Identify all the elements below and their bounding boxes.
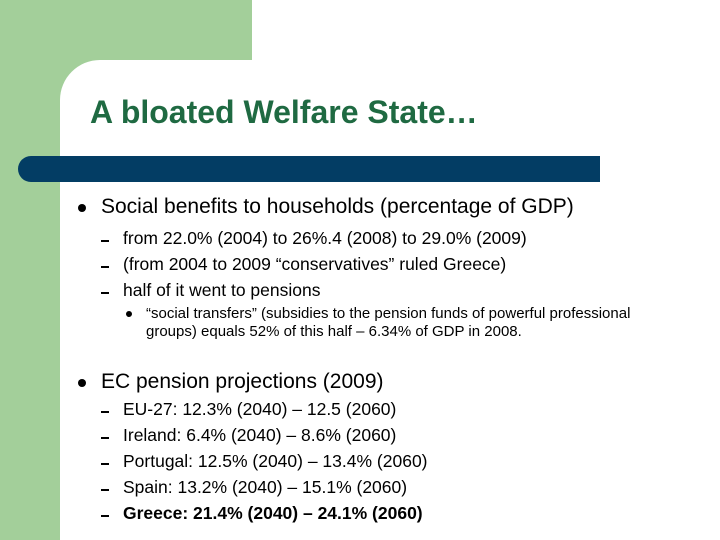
list-item: Ireland: 6.4% (2040) – 8.6% (2060)	[123, 425, 397, 445]
dash-icon	[101, 240, 109, 242]
list-item: half of it went to pensions	[123, 280, 321, 300]
list-item: Portugal: 12.5% (2040) – 13.4% (2060)	[123, 451, 428, 471]
list-item: from 22.0% (2004) to 26%.4 (2008) to 29.…	[123, 228, 527, 248]
content-panel	[60, 60, 720, 540]
bullet-icon	[78, 204, 86, 212]
dash-icon	[101, 437, 109, 439]
dash-icon	[101, 266, 109, 268]
section-heading-social-benefits: Social benefits to households (percentag…	[101, 195, 574, 218]
dash-icon	[101, 411, 109, 413]
list-item: EU-27: 12.3% (2040) – 12.5 (2060)	[123, 399, 397, 419]
dash-icon	[101, 463, 109, 465]
sub-list-item-social-transfers: “social transfers” (subsidies to the pen…	[146, 305, 631, 340]
list-item: Spain: 13.2% (2040) – 15.1% (2060)	[123, 477, 408, 497]
list-item-greece: Greece: 21.4% (2040) – 24.1% (2060)	[123, 503, 423, 523]
dash-icon	[101, 515, 109, 517]
dash-icon	[101, 292, 109, 294]
bullet-icon	[126, 311, 132, 317]
dash-icon	[101, 489, 109, 491]
section-heading-ec-projections: EC pension projections (2009)	[101, 370, 384, 393]
list-item: (from 2004 to 2009 “conservatives” ruled…	[123, 254, 507, 274]
slide-title: A bloated Welfare State…	[90, 94, 478, 130]
bullet-icon	[78, 379, 86, 387]
title-underline-bar	[18, 156, 600, 182]
